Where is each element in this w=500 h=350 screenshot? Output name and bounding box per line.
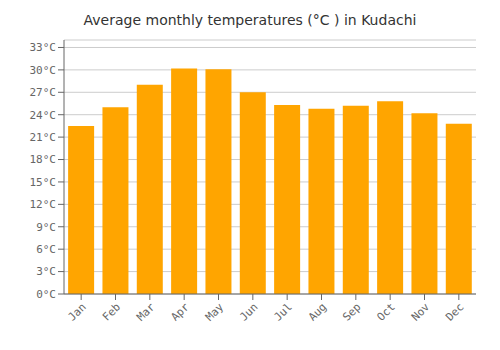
svg-text:Nov: Nov bbox=[409, 300, 433, 324]
svg-text:Dec: Dec bbox=[443, 300, 466, 323]
svg-text:27°C: 27°C bbox=[30, 86, 57, 99]
svg-text:Jun: Jun bbox=[237, 300, 260, 323]
svg-text:Feb: Feb bbox=[100, 300, 123, 323]
svg-text:9°C: 9°C bbox=[36, 221, 56, 234]
svg-text:Apr: Apr bbox=[169, 300, 193, 324]
svg-text:Mar: Mar bbox=[134, 300, 158, 324]
svg-text:0°C: 0°C bbox=[36, 288, 56, 301]
html-text:Average monthly temperatures (: Average monthly temperatures (°C ) in Ku… bbox=[83, 12, 417, 28]
svg-text:Sep: Sep bbox=[340, 300, 363, 323]
svg-text:Jul: Jul bbox=[272, 300, 295, 323]
svg-text:30°C: 30°C bbox=[30, 64, 57, 77]
svg-text:18°C: 18°C bbox=[30, 153, 57, 166]
svg-text:May: May bbox=[203, 300, 227, 324]
svg-text:3°C: 3°C bbox=[36, 265, 56, 278]
svg-text:24°C: 24°C bbox=[30, 109, 57, 122]
svg-text:33°C: 33°C bbox=[30, 41, 57, 54]
svg-text:21°C: 21°C bbox=[30, 131, 57, 144]
svg-text:Jan: Jan bbox=[66, 300, 89, 323]
svg-text:12°C: 12°C bbox=[30, 198, 57, 211]
svg-text:6°C: 6°C bbox=[36, 243, 56, 256]
svg-text:Oct: Oct bbox=[375, 300, 398, 323]
svg-text:Aug: Aug bbox=[306, 300, 329, 323]
svg-text:15°C: 15°C bbox=[30, 176, 57, 189]
